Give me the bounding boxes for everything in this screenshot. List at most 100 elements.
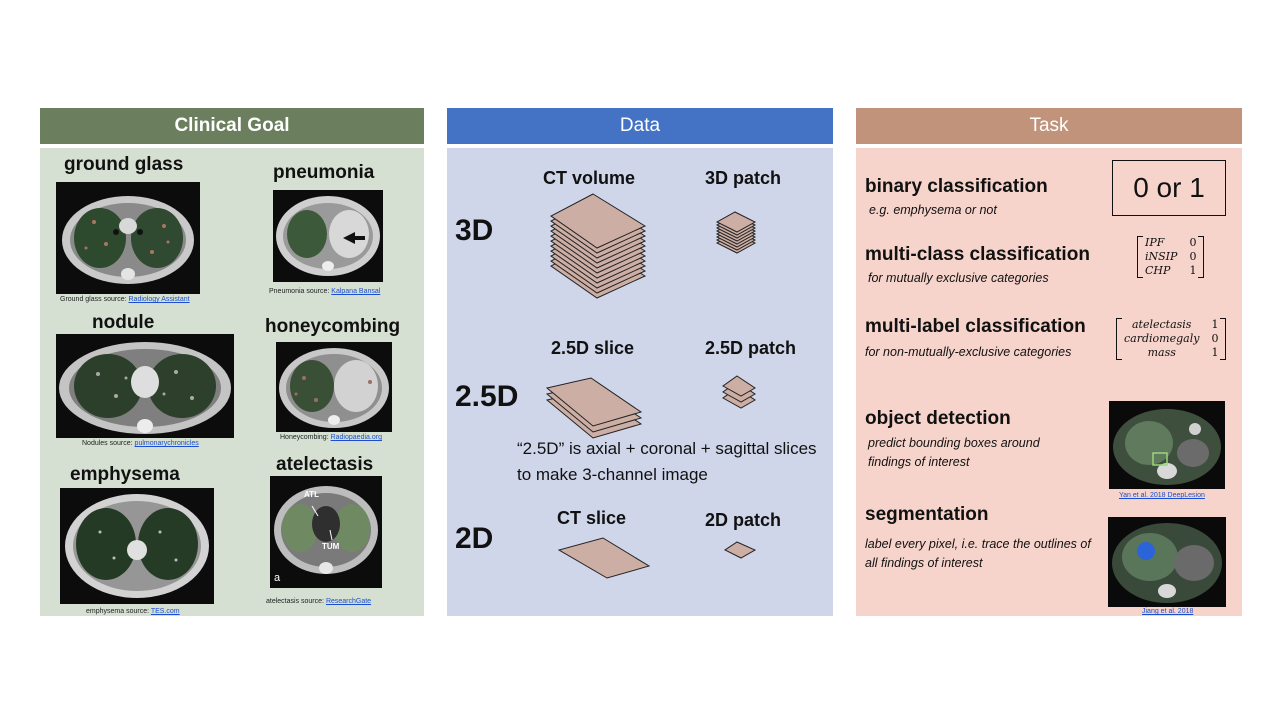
object-detection-ct-image	[1109, 401, 1225, 489]
clinical-goal-panel: Clinical Goal ground glass Ground glass …	[40, 108, 424, 616]
object-detection-source: Yan et al. 2018 DeepLesion	[1119, 492, 1205, 499]
pneumonia-title: pneumonia	[273, 162, 375, 183]
object-detection-source-link[interactable]: Yan et al. 2018 DeepLesion	[1119, 492, 1205, 499]
matrix-row: iNSIP 0	[1143, 250, 1198, 264]
binary-classification-sub: e.g. emphysema or not	[869, 203, 997, 217]
data-body: 3D CT volume 3D patch 2.5D 2.5D slice 2.…	[447, 148, 833, 616]
multiclass-matrix: IPF 0 iNSIP 0 CHP 1	[1137, 236, 1205, 278]
emphysema-source-label: emphysema source:	[86, 608, 150, 615]
matrix-row: CHP 1	[1143, 264, 1198, 278]
ct-volume-label: CT volume	[543, 168, 636, 188]
pneumonia-ct-image	[273, 190, 383, 282]
matrix-value: 0	[1189, 236, 1197, 249]
atelectasis-source: atelectasis source: ResearchGate	[266, 598, 371, 605]
object-detection-sub: predict bounding boxes around findings o…	[868, 436, 1040, 469]
matrix-label: iNSIP	[1145, 250, 1178, 263]
ground-glass-ct-image	[56, 182, 200, 294]
honeycombing-title: honeycombing	[265, 316, 401, 337]
matrix-bracket-left	[1116, 318, 1122, 360]
dim-label-2d: 2D	[455, 522, 494, 555]
2d-patch-label: 2D patch	[705, 510, 782, 530]
atelectasis-atl-label: ATL	[304, 490, 319, 499]
honeycombing-source: Honeycombing: Radiopaedia.org	[280, 434, 382, 441]
segmentation-source: Jiang et al. 2018	[1142, 608, 1193, 615]
ct-slice-2d	[557, 537, 651, 579]
ct-slice-layer	[557, 537, 651, 579]
data-header: Data	[447, 108, 833, 144]
data-stacks-drawing	[545, 193, 757, 579]
matrix-label: CHP	[1145, 264, 1171, 277]
matrix-row: mass 1	[1122, 346, 1220, 360]
matrix-value: 1	[1211, 346, 1219, 359]
ground-glass-source-link[interactable]: Radiology Assistant	[128, 296, 190, 303]
honeycombing-ct-image	[276, 342, 392, 432]
ground-glass-source: Ground glass source: Radiology Assistant	[60, 296, 190, 303]
ct-volume-stack	[550, 193, 647, 299]
object-detection-title: object detection	[865, 408, 1011, 429]
atelectasis-panel-letter: a	[274, 572, 281, 584]
honeycombing-source-link[interactable]: Radiopaedia.org	[330, 434, 382, 441]
atelectasis-source-link[interactable]: ResearchGate	[325, 598, 372, 605]
emphysema-source-link[interactable]: TES.com	[150, 608, 180, 615]
matrix-label: mass	[1147, 346, 1176, 359]
dim-label-3d: 3D	[455, 214, 494, 247]
matrix-label: atelectasis	[1131, 318, 1192, 331]
pneumonia-source-link[interactable]: Kalpana Bansal	[331, 288, 381, 295]
ct-slice-label: CT slice	[557, 508, 627, 528]
nodule-source-link[interactable]: pulmonarychronicles	[134, 440, 199, 447]
2d-patch-layer	[724, 541, 757, 559]
nodule-ct-image	[56, 334, 234, 438]
emphysema-title: emphysema	[70, 464, 180, 485]
ground-glass-source-label: Ground glass source:	[60, 296, 127, 303]
2-5d-slice-layer	[545, 377, 643, 427]
2-5d-slice-stack	[545, 377, 643, 439]
multiclass-classification-title: multi-class classification	[865, 244, 1090, 265]
matrix-bracket-right	[1198, 236, 1205, 278]
segmentation-ct-image	[1108, 517, 1226, 607]
3d-patch-layer	[715, 211, 757, 233]
matrix-value: 1	[1211, 318, 1219, 331]
clinical-goal-header: Clinical Goal	[40, 108, 424, 144]
emphysema-source: emphysema source: TES.com	[86, 608, 180, 615]
matrix-row: cardiomegaly 0	[1122, 332, 1220, 346]
task-body: binary classification e.g. emphysema or …	[856, 148, 1242, 616]
binary-classification-title: binary classification	[865, 176, 1048, 197]
matrix-value: 1	[1189, 264, 1197, 277]
segmentation-sub: label every pixel, i.e. trace the outlin…	[865, 537, 1091, 570]
matrix-row: IPF 0	[1143, 236, 1198, 250]
matrix-label: IPF	[1145, 236, 1165, 249]
atelectasis-title: atelectasis	[276, 454, 374, 475]
binary-output-box: 0 or 1	[1112, 160, 1226, 216]
2-5d-slice-label: 2.5D slice	[551, 338, 635, 358]
pneumonia-source: Pneumonia source: Kalpana Bansal	[269, 288, 380, 295]
3d-patch-stack	[715, 211, 757, 254]
nodule-title: nodule	[92, 312, 155, 333]
atelectasis-tum-label: TUM	[322, 542, 340, 551]
matrix-bracket-left	[1137, 236, 1143, 278]
matrix-row: atelectasis 1	[1122, 318, 1220, 332]
task-panel: Task binary classification e.g. emphysem…	[856, 108, 1242, 616]
2-5d-explanation: “2.5D” is axial + coronal + sagittal sli…	[517, 439, 817, 484]
pneumonia-source-label: Pneumonia source:	[269, 288, 330, 295]
emphysema-ct-image	[60, 488, 214, 604]
dim-label-2-5d: 2.5D	[455, 380, 519, 413]
data-panel: Data 3D CT volume 3D patch 2.5D 2.5D sli…	[447, 108, 833, 616]
segmentation-source-link[interactable]: Jiang et al. 2018	[1142, 608, 1194, 615]
clinical-goal-body: ground glass Ground glass source: Radiol…	[40, 148, 424, 616]
nodule-source: Nodules source: pulmonarychronicles	[82, 440, 199, 447]
task-header: Task	[856, 108, 1242, 144]
nodule-source-label: Nodules source:	[82, 440, 133, 447]
2-5d-patch-layer	[722, 375, 756, 397]
matrix-label: cardiomegaly	[1124, 332, 1200, 345]
atelectasis-source-label: atelectasis source:	[266, 598, 324, 605]
ground-glass-title: ground glass	[64, 154, 184, 175]
honeycombing-source-label: Honeycombing:	[280, 434, 329, 441]
binary-output-text: 0 or 1	[1133, 172, 1205, 203]
matrix-value: 0	[1211, 332, 1219, 345]
2-5d-patch-stack	[722, 375, 756, 409]
segmentation-title: segmentation	[865, 504, 989, 525]
3d-patch-label: 3D patch	[705, 168, 782, 188]
matrix-bracket-right	[1220, 318, 1227, 360]
2-5d-patch-label: 2.5D patch	[705, 338, 797, 358]
matrix-value: 0	[1189, 250, 1197, 263]
